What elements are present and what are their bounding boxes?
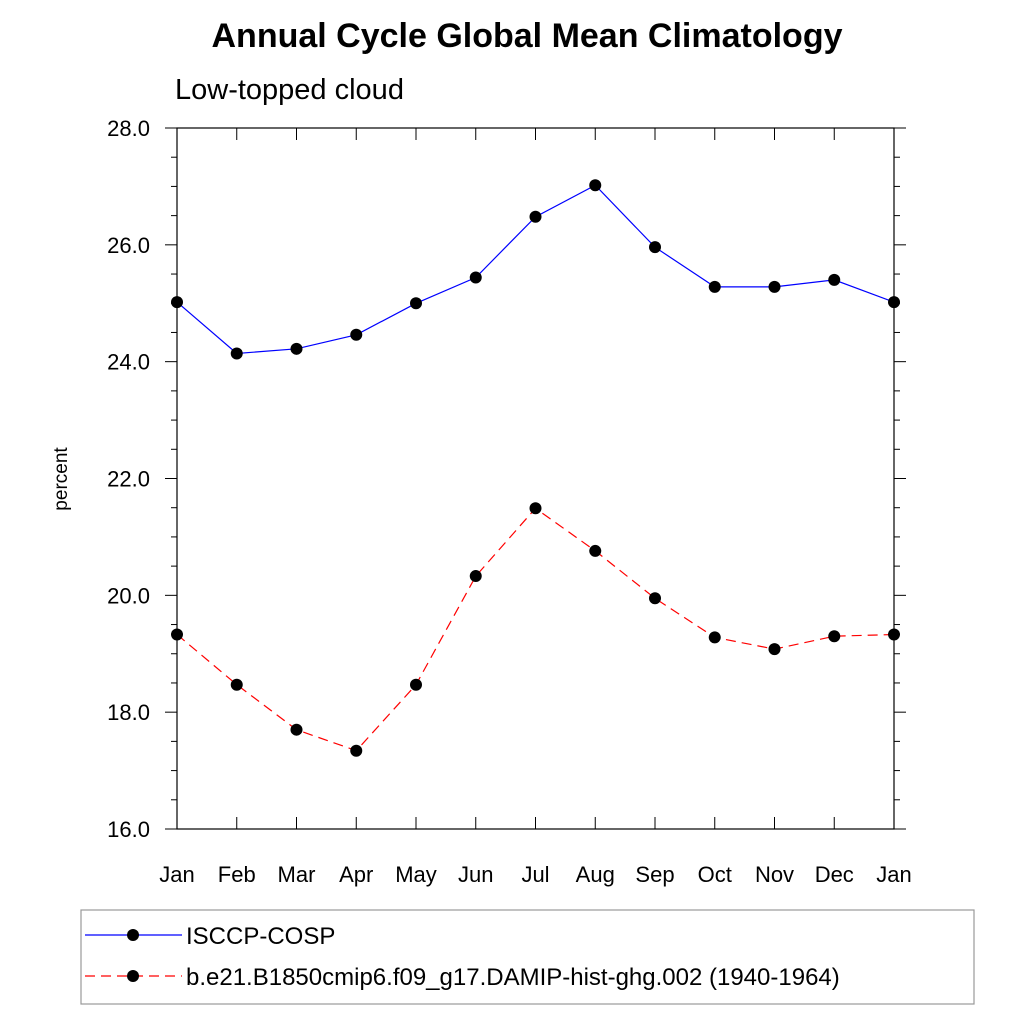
data-point xyxy=(828,630,841,643)
x-tick-label: Apr xyxy=(339,862,373,887)
series-line-2 xyxy=(176,507,895,752)
x-tick-label: Oct xyxy=(698,862,732,887)
x-tick-label: May xyxy=(395,862,437,887)
data-point xyxy=(230,347,243,360)
series-layer xyxy=(171,179,900,757)
data-point xyxy=(350,744,363,757)
y-tick-label: 22.0 xyxy=(107,467,150,492)
legend-label-1: ISCCP-COSP xyxy=(186,923,335,950)
chart-title: Annual Cycle Global Mean Climatology xyxy=(212,17,843,55)
legend: ISCCP-COSP b.e21.B1850cmip6.f09_g17.DAMIP… xyxy=(85,923,840,991)
data-point xyxy=(888,628,900,641)
plot-frame xyxy=(176,127,895,830)
axes-layer: Jan Feb Mar Apr May Jun Jul Aug Sep Oct Nov Dec Jan 1… xyxy=(107,116,912,887)
data-point xyxy=(589,544,602,557)
data-point xyxy=(529,502,542,515)
x-tick-label: Aug xyxy=(576,862,615,887)
data-point xyxy=(230,678,243,691)
data-point xyxy=(171,296,183,309)
data-point xyxy=(410,678,422,691)
x-tick-label: Jan xyxy=(159,862,194,887)
data-point xyxy=(469,570,482,583)
y-tick-label: 20.0 xyxy=(107,583,150,608)
data-point xyxy=(290,342,303,355)
data-point xyxy=(708,280,721,293)
legend-label-2: b.e21.B1850cmip6.f09_g17.DAMIP-hist-ghg.… xyxy=(186,964,840,991)
legend-marker-1 xyxy=(127,929,139,941)
y-tick-label: 24.0 xyxy=(107,350,150,375)
data-point xyxy=(290,723,303,736)
y-tick-label: 28.0 xyxy=(107,116,150,141)
series-line-1 xyxy=(176,184,895,355)
data-point xyxy=(649,241,661,254)
data-point xyxy=(469,271,482,284)
data-point xyxy=(768,643,781,656)
y-axis-label: percent xyxy=(51,447,72,511)
y-tick-label: 16.0 xyxy=(107,817,150,842)
y-tick-label: 18.0 xyxy=(107,700,150,725)
x-tick-label: Dec xyxy=(815,862,854,887)
data-point xyxy=(410,297,422,310)
y-tick-label: 26.0 xyxy=(107,233,150,258)
x-tick-label: Sep xyxy=(635,862,674,887)
chart-subtitle: Low-topped cloud xyxy=(175,74,404,106)
data-point xyxy=(708,631,721,644)
data-point xyxy=(350,328,363,341)
data-point xyxy=(171,628,183,641)
x-tick-label: Feb xyxy=(218,862,256,887)
data-point xyxy=(529,210,542,223)
data-point xyxy=(768,280,781,293)
x-tick-label: Jun xyxy=(458,862,493,887)
data-point xyxy=(589,179,602,192)
data-point xyxy=(828,273,841,286)
data-point xyxy=(888,296,900,309)
legend-box xyxy=(80,909,975,1005)
legend-marker-2 xyxy=(127,970,139,982)
x-tick-label: Jan xyxy=(876,862,911,887)
data-point xyxy=(649,592,661,605)
x-tick-label: Nov xyxy=(755,862,794,887)
x-tick-label: Mar xyxy=(278,862,316,887)
x-tick-label: Jul xyxy=(521,862,549,887)
